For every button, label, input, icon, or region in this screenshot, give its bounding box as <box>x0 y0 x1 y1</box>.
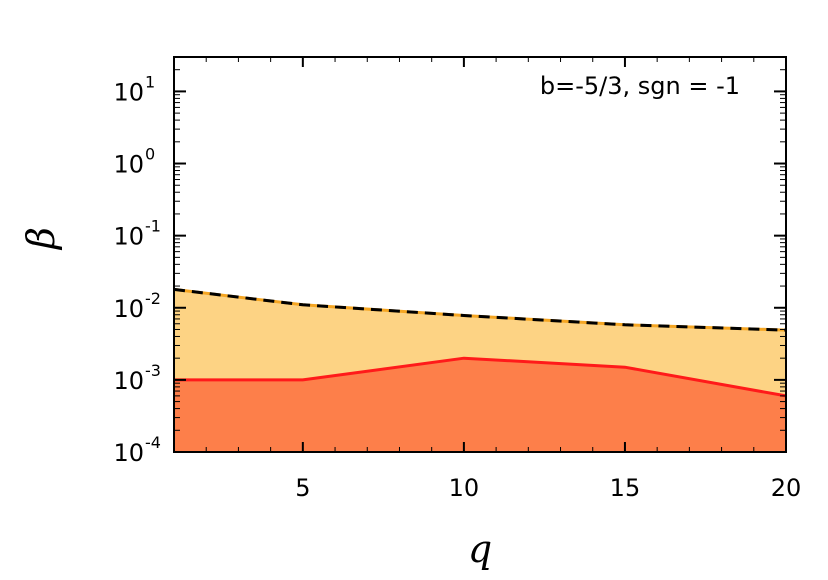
y-tick-label-base: 10 <box>113 223 144 251</box>
y-tick-label-exponent: -2 <box>145 289 161 308</box>
x-tick-label: 15 <box>610 474 641 502</box>
y-tick-label-exponent: 0 <box>145 145 155 164</box>
y-axis-title: β <box>19 227 63 251</box>
y-tick-label-base: 10 <box>113 78 144 106</box>
y-tick-label-exponent: -4 <box>145 433 161 452</box>
y-tick-label-base: 10 <box>113 367 144 395</box>
y-tick-label: 10 -4 <box>113 433 161 467</box>
plot-frame <box>173 56 787 453</box>
y-tick-label-base: 10 <box>113 151 144 179</box>
y-tick-label: 10 -1 <box>113 217 161 251</box>
area-fills <box>174 289 786 452</box>
x-axis-title: q <box>468 527 492 571</box>
series-line-0 <box>173 287 787 332</box>
y-tick-label-base: 10 <box>113 295 144 323</box>
y-tick-label: 10 0 <box>113 145 155 179</box>
x-tick-label: 20 <box>771 474 802 502</box>
y-tick-label: 10 1 <box>113 72 155 106</box>
series-lines <box>173 287 787 398</box>
y-tick-label: 10 -3 <box>113 361 161 395</box>
y-tick-label-base: 10 <box>113 439 144 467</box>
y-tick-label: 10 -2 <box>113 289 161 323</box>
y-tick-label-exponent: -3 <box>145 361 161 380</box>
x-tick-label: 10 <box>449 474 480 502</box>
area-fill-1 <box>174 358 786 452</box>
x-tick-label: 5 <box>295 474 310 502</box>
y-tick-label-exponent: -1 <box>145 217 161 236</box>
y-tick-label-exponent: 1 <box>145 72 155 91</box>
annotation-text: b=-5/3, sgn = -1 <box>540 72 740 100</box>
series-line-1 <box>174 356 787 398</box>
x-tick-labels: 5 10 15 20 <box>295 474 801 502</box>
